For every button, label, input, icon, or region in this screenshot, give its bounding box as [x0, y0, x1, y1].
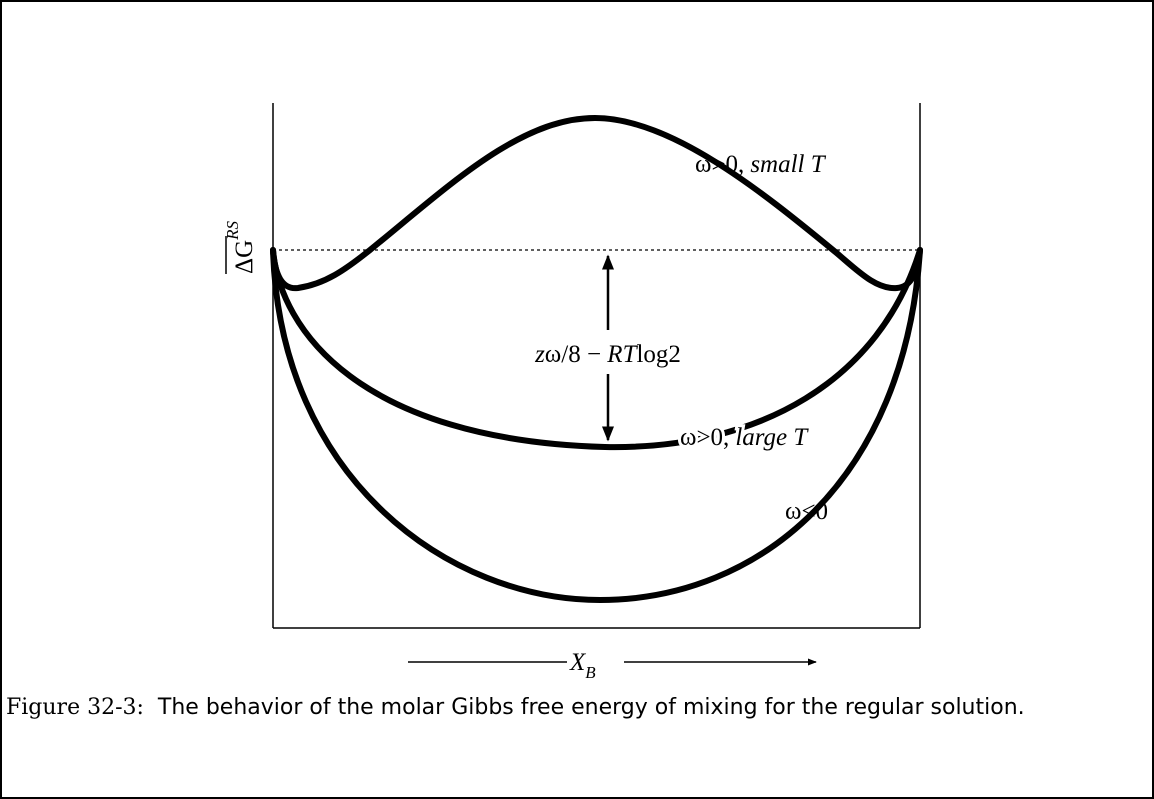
curve-small-t [270, 114, 923, 292]
curve-label: ω>0, large T [680, 424, 809, 451]
curve-large-t [270, 247, 923, 451]
curve-label: ω>0, small T [695, 151, 827, 178]
caption: Figure 32-3: The behavior of the molar G… [6, 692, 1146, 724]
caption-number: Figure 32-3: [6, 695, 144, 720]
y-label-text: ΔGRS [223, 220, 258, 274]
axes [272, 103, 921, 629]
curve-label: ω<0 [785, 498, 828, 525]
y-label: ΔGRS [223, 220, 258, 274]
gap-label: zω/8 − RTlog2 [534, 341, 681, 368]
caption-text: The behavior of the molar Gibbs free ene… [157, 695, 1025, 720]
x-label: XB [569, 649, 596, 682]
curve-negative [270, 247, 923, 604]
